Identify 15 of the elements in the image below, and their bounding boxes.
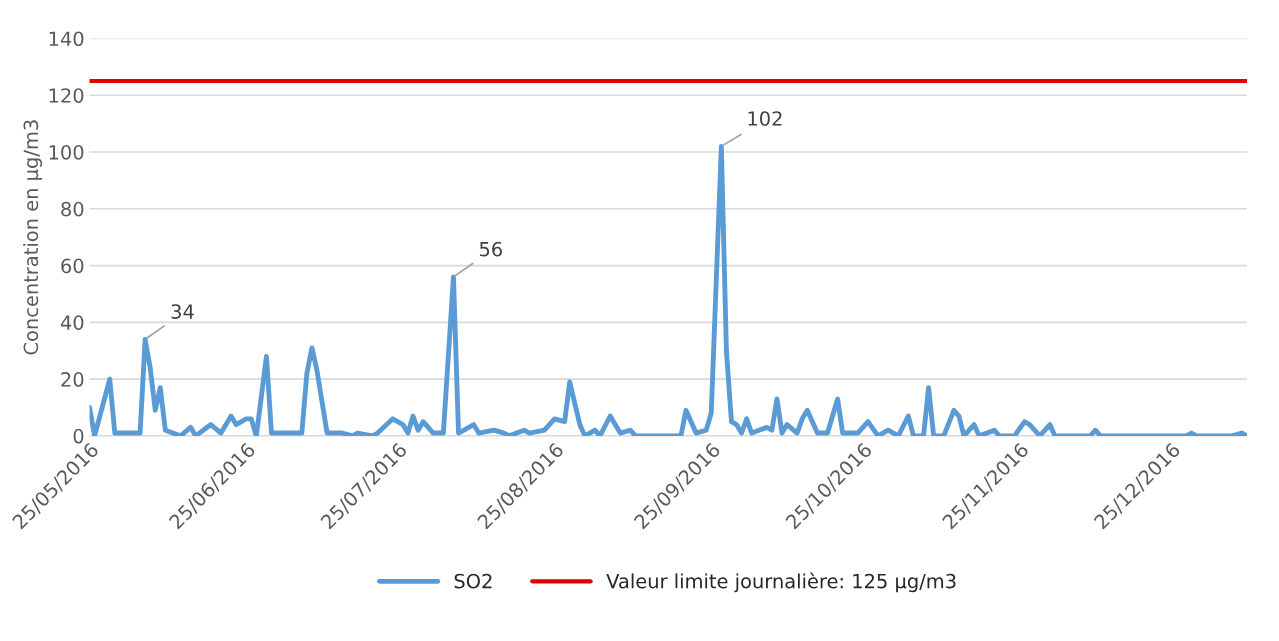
annotation: 102: [748, 111, 782, 126]
y-tick-label: 80: [61, 201, 84, 217]
annotation: 34: [171, 304, 194, 319]
y-tick-label: 60: [61, 258, 84, 274]
y-tick-label: 100: [49, 144, 84, 160]
y-axis-title: Concentration en µg/m3: [23, 120, 42, 355]
y-tick-label: 140: [49, 31, 84, 47]
legend-label: Valeur limite journalière: 125 µg/m3: [606, 572, 956, 593]
y-tick-label: 0: [73, 428, 84, 444]
y-tick-label: 20: [61, 372, 84, 387]
line-series: [89, 143, 1248, 436]
annotation: 56: [479, 241, 502, 257]
y-tick-label: 40: [60, 315, 84, 330]
y-tick-label: 120: [49, 88, 84, 103]
legend-label: SO2: [454, 573, 492, 589]
